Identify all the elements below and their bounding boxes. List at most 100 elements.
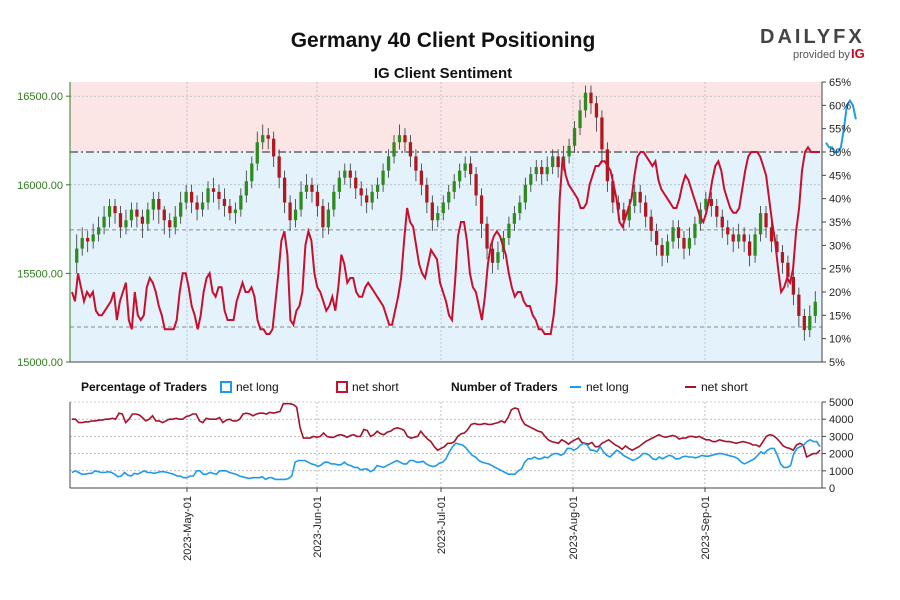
long-zone-bg [70,152,822,362]
candle-body [764,213,768,228]
candle-body [375,184,380,192]
lower-tick-label: 3000 [829,431,853,443]
candle-body [211,188,216,192]
legend-num-short: net short [701,380,748,394]
candle-body [813,301,817,316]
legend: Percentage of Traders net long net short… [81,380,748,394]
candle-body [802,315,806,331]
candle-body [206,188,210,203]
candle-body [693,223,697,238]
candle-body [780,252,785,263]
candle-body [217,191,221,199]
legend-pct-short-swatch [336,381,348,393]
candle-body [753,234,757,256]
candle-body [468,163,473,175]
candle-body [96,227,101,235]
candle-body [671,227,675,242]
candle-body [228,206,232,214]
candle-body [572,128,577,146]
candle-body [737,234,741,242]
trader-count-panel: 0 1000 2000 3000 4000 5000 2023-May-01 2023-Jun… [69,397,853,561]
left-tick-label: 16000.00 [17,180,63,192]
candle-body [419,170,424,185]
dailyfx-logo: DAILYFX provided by IG [760,26,865,61]
candle-body [326,209,331,228]
legend-pct-long: net long [236,380,279,394]
candle-body [430,202,434,221]
candle-body [304,184,309,192]
candle-body [113,206,117,214]
main-grid [70,82,822,363]
candle-body [726,227,730,235]
candle-body [791,276,796,295]
candle-body [173,216,177,228]
date-tick-label: 2023-Sep-01 [700,496,712,560]
candle-body [348,170,352,178]
right-tick-label: 35% [829,217,851,229]
candle-body [195,202,199,210]
candle-body [441,202,445,214]
count-line-net-short [72,402,821,459]
count-line-net-long [71,438,821,481]
candle-body [551,156,555,168]
candle-body [556,156,560,168]
candle-body [315,191,320,207]
left-tick-label: 15500.00 [17,268,63,280]
candle-body [775,241,779,253]
candle-body [496,252,500,263]
candle-body [266,135,270,139]
right-tick-label: 55% [829,124,851,136]
candle-body [365,195,369,203]
candle-body [463,163,467,171]
candle-body [222,198,227,207]
candle-body [343,170,347,178]
candle-body [261,135,265,143]
candle-body [589,92,593,104]
sentiment-background-zones [70,82,822,362]
candle-body [474,174,478,196]
candle-body [381,170,385,185]
candle-body [490,248,495,263]
candle-body [408,142,413,157]
candle-body [545,167,549,175]
candle-body [282,177,287,203]
candle-body [436,213,440,221]
logo-partner: IG [851,46,865,61]
candle-body [86,237,90,242]
sentiment-lines [71,98,857,335]
candle-body [452,181,456,192]
candle-body [534,167,538,175]
candle-body [189,191,194,203]
candle-body [808,315,812,331]
candle-body [622,209,626,221]
candle-body [715,206,719,217]
chart-subtitle: IG Client Sentiment [374,65,512,82]
candle-body [731,234,735,242]
candle-body [310,184,314,192]
candle-body [162,209,166,221]
candle-body [523,184,527,203]
candle-body [151,198,155,210]
candle-body [414,156,418,171]
date-tick-label: 2023-Jun-01 [312,496,324,558]
candle-body [299,191,303,210]
lower-tick-label: 0 [829,483,835,495]
candle-body [518,202,522,214]
legend-pct-label: Percentage of Traders [81,380,207,394]
candle-body [321,206,325,228]
net-long-pct-line [825,98,857,153]
candle-body [567,145,571,157]
candle-body [157,198,161,210]
lower-tick-label: 4000 [829,414,853,426]
short-zone-bg [70,82,822,152]
candle-body [654,230,659,246]
legend-pct-short: net short [352,380,399,394]
candle-body [447,191,451,203]
candle-body [529,174,533,185]
lower-tick-label: 5000 [829,397,853,409]
left-tick-label: 16500.00 [17,91,63,103]
candle-body [485,223,489,249]
candle-body [665,241,670,256]
candle-body [660,245,664,256]
